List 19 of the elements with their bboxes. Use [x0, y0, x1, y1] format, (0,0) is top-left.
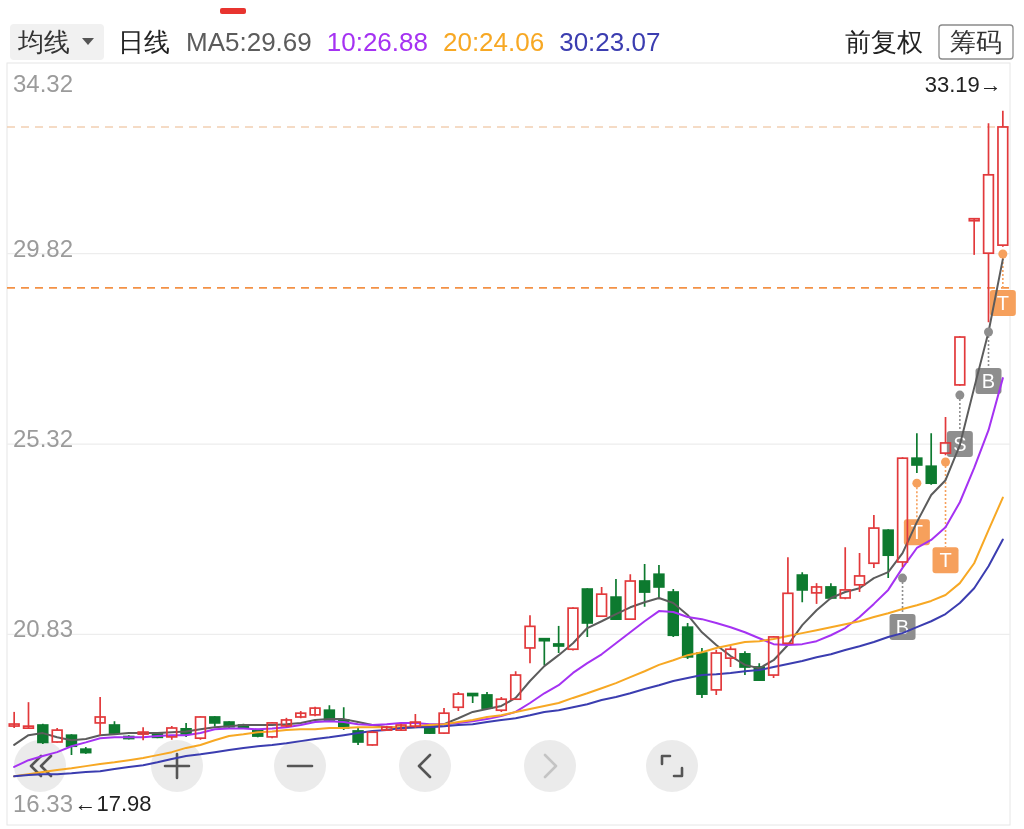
legend-entry: MA5:29.69	[186, 27, 312, 57]
legend-entry: 10:26.88	[326, 27, 428, 57]
y-tick-label: 34.32	[13, 70, 74, 97]
data-label: T	[939, 549, 952, 572]
y-tick-label: 16.33	[13, 790, 74, 817]
data-label: T	[996, 292, 1009, 315]
legend-title: 均线	[18, 27, 70, 57]
data-label: T	[910, 521, 923, 544]
title: 日线	[118, 27, 170, 57]
legend-entry: 20:24.06	[442, 27, 545, 57]
annotation: 33.19→	[924, 71, 1002, 97]
y-tick-label: 20.83	[13, 615, 74, 643]
y-tick-label: 25.32	[13, 425, 74, 453]
legend-entry: 30:23.07	[559, 27, 661, 57]
data-label: B	[981, 369, 996, 392]
subtitle: 前复权	[845, 27, 923, 57]
annotation: ←17.98	[74, 791, 152, 817]
y-tick-label: 29.82	[13, 234, 74, 262]
annotation: 筹码	[950, 27, 1002, 57]
